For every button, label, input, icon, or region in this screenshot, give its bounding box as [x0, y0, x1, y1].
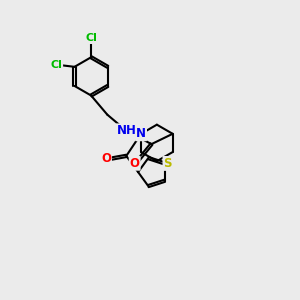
Text: O: O — [130, 157, 140, 170]
Text: Cl: Cl — [85, 33, 97, 43]
Text: Cl: Cl — [50, 60, 62, 70]
Text: N: N — [136, 127, 146, 140]
Text: NH: NH — [116, 124, 136, 137]
Text: O: O — [101, 152, 111, 165]
Text: S: S — [164, 157, 172, 170]
